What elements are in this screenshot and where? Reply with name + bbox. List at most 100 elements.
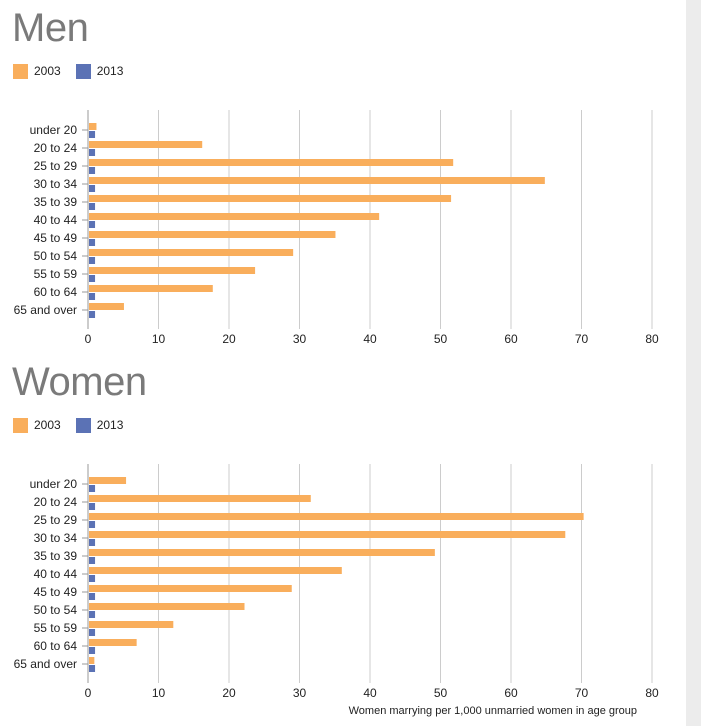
men-legend: 2003 2013 — [13, 63, 138, 79]
women-bar-2013 — [89, 611, 96, 618]
women-category-label: 60 to 64 — [34, 639, 78, 653]
men-bar-2003 — [89, 141, 203, 148]
women-category-label: 65 and over — [14, 657, 77, 671]
men-bar-2013 — [89, 311, 96, 318]
men-category-label: under 20 — [30, 123, 78, 137]
women-bar-2013 — [89, 557, 96, 564]
women-category-label: 50 to 54 — [34, 603, 78, 617]
men-bar-2013 — [89, 167, 96, 174]
men-bar-2013 — [89, 221, 96, 228]
men-legend-swatch-2003 — [13, 63, 28, 79]
women-x-tick-label: 0 — [85, 686, 92, 700]
women-bar-2013 — [89, 629, 96, 636]
women-category-label: 30 to 34 — [34, 531, 78, 545]
women-x-tick-label: 70 — [575, 686, 589, 700]
women-bar-2013 — [89, 539, 96, 546]
men-category-label: 40 to 44 — [34, 213, 78, 227]
men-bar-2003 — [89, 177, 545, 184]
women-legend: 2003 2013 — [13, 417, 138, 433]
women-bar-2003 — [89, 639, 137, 646]
women-bar-2003 — [89, 549, 435, 556]
men-bar-2003 — [89, 213, 380, 220]
men-bar-2013 — [89, 185, 96, 192]
women-bar-chart: under 20 20 to 24 25 to 29 30 to 34 35 to 39… — [14, 464, 659, 717]
men-category-label: 60 to 64 — [34, 285, 78, 299]
women-category-label: under 20 — [30, 477, 78, 491]
women-bar-2003 — [89, 621, 174, 628]
men-category-label: 55 to 59 — [34, 267, 78, 281]
women-legend-label-2003: 2003 — [34, 418, 61, 432]
men-category-label: 35 to 39 — [34, 195, 78, 209]
men-bar-2003 — [89, 285, 213, 292]
women-x-tick-label: 20 — [222, 686, 236, 700]
men-category-label: 50 to 54 — [34, 249, 78, 263]
women-bar-2013 — [89, 521, 96, 528]
men-bar-2003 — [89, 123, 97, 130]
women-category-label: 45 to 49 — [34, 585, 78, 599]
women-category-label: 40 to 44 — [34, 567, 78, 581]
men-category-label: 65 and over — [14, 303, 77, 317]
men-x-tick-label: 30 — [293, 332, 307, 346]
right-scroll-strip — [686, 0, 701, 726]
women-legend-item-2003: 2003 — [13, 417, 61, 433]
women-bar-2013 — [89, 665, 96, 672]
men-bar-2013 — [89, 257, 96, 264]
women-bar-2003 — [89, 495, 311, 502]
men-x-tick-label: 40 — [363, 332, 377, 346]
women-legend-swatch-2013 — [75, 417, 91, 433]
men-bar-2013 — [89, 203, 96, 210]
women-legend-swatch-2003 — [13, 417, 28, 433]
women-bar-2003 — [89, 585, 292, 592]
men-bar-2013 — [89, 239, 96, 246]
men-bar-2013 — [89, 275, 96, 282]
women-x-tick-label: 50 — [434, 686, 448, 700]
women-bar-2003 — [89, 513, 584, 520]
men-bar-2013 — [89, 131, 96, 138]
men-bar-2003 — [89, 267, 256, 274]
men-legend-label-2013: 2013 — [96, 64, 124, 78]
men-x-tick-label: 50 — [434, 332, 448, 346]
women-category-label: 55 to 59 — [34, 621, 78, 635]
women-x-tick-label: 60 — [504, 686, 518, 700]
men-bar-2003 — [89, 231, 336, 238]
women-bar-2003 — [89, 531, 566, 538]
women-category-label: 35 to 39 — [34, 549, 78, 563]
women-bar-2013 — [89, 503, 96, 510]
women-x-axis-label: Women marrying per 1,000 unmarried women… — [349, 705, 637, 717]
women-bar-2013 — [89, 485, 96, 492]
men-x-tick-label: 20 — [222, 332, 236, 346]
women-category-label: 20 to 24 — [34, 495, 78, 509]
women-bar-2013 — [89, 575, 96, 582]
women-chart-title: Women — [12, 360, 147, 404]
men-legend-swatch-2013 — [75, 63, 91, 79]
men-bar-chart: under 20 20 to 24 25 to 29 30 to 34 35 to 39… — [14, 110, 659, 346]
women-bar-2003 — [89, 603, 245, 610]
men-x-tick-label: 80 — [645, 332, 659, 346]
men-bar-2003 — [89, 249, 294, 256]
men-legend-item-2013: 2013 — [75, 63, 124, 79]
women-x-tick-label: 30 — [293, 686, 307, 700]
women-x-tick-label: 80 — [645, 686, 659, 700]
women-x-tick-label: 40 — [363, 686, 377, 700]
women-bar-2003 — [89, 567, 342, 574]
men-category-label: 30 to 34 — [34, 177, 78, 191]
men-bar-2013 — [89, 293, 96, 300]
men-bar-2003 — [89, 159, 454, 166]
women-bar-2003 — [89, 477, 127, 484]
men-x-tick-label: 10 — [152, 332, 166, 346]
women-bar-2013 — [89, 647, 96, 654]
women-legend-item-2013: 2013 — [75, 417, 124, 433]
women-category-label: 25 to 29 — [34, 513, 78, 527]
men-bar-2013 — [89, 149, 96, 156]
men-legend-item-2003: 2003 — [13, 63, 61, 79]
men-x-tick-label: 70 — [575, 332, 589, 346]
men-category-label: 45 to 49 — [34, 231, 78, 245]
men-x-tick-label: 60 — [504, 332, 518, 346]
women-bar-2013 — [89, 593, 96, 600]
women-legend-label-2013: 2013 — [96, 418, 124, 432]
men-category-label: 25 to 29 — [34, 159, 78, 173]
men-x-tick-label: 0 — [85, 332, 92, 346]
women-bar-2003 — [89, 657, 95, 664]
men-legend-label-2003: 2003 — [34, 64, 61, 78]
men-chart-title: Men — [12, 6, 89, 50]
